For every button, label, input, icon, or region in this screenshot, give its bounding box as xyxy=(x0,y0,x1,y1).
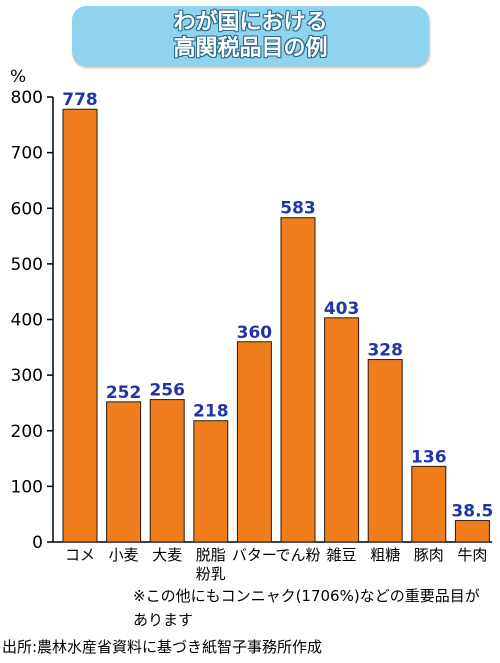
bar-6 xyxy=(280,217,316,543)
y-tick-label: 600 xyxy=(11,199,43,219)
bar-1 xyxy=(62,108,98,543)
bar-7 xyxy=(324,317,360,543)
y-tick-label: 800 xyxy=(11,88,43,108)
bar-value-label: 136 xyxy=(411,447,447,467)
x-category-label: バター xyxy=(232,546,277,564)
y-tick-label: 400 xyxy=(11,311,43,331)
bar-10 xyxy=(454,520,490,543)
bar-value-label: 403 xyxy=(324,299,360,319)
bar-value-label: 38.5 xyxy=(451,502,493,522)
label-layer: 778 252 256 218 360 583 403 328 136 38.5 コメ 小麦 大麦 脱脂粉… xyxy=(62,90,493,583)
x-category-label: 粗糖 xyxy=(370,546,400,564)
chart-title-line-1: わが国における xyxy=(173,10,328,35)
x-category-label: 脱脂 xyxy=(196,546,226,564)
chart-title-box: わが国における 高関税品目の例 xyxy=(72,6,429,66)
x-category-label: 雑豆 xyxy=(327,546,357,564)
chart-title-line-2: 高関税品目の例 xyxy=(173,36,328,61)
bar-value-label: 252 xyxy=(106,383,142,403)
bar-5 xyxy=(236,341,272,543)
x-category-label: 豚肉 xyxy=(414,546,444,564)
y-tick-label: 500 xyxy=(11,255,43,275)
y-tick-label: 200 xyxy=(11,422,43,442)
bar-9 xyxy=(411,465,447,543)
x-category-label: 粉乳 xyxy=(196,565,226,583)
source-credit: 出所:農林水産省資料に基づき紙智子事務所作成 xyxy=(2,638,323,656)
y-tick-label: 300 xyxy=(11,366,43,386)
x-category-label: 小麦 xyxy=(109,546,139,564)
y-tick-label: 0 xyxy=(32,533,43,553)
bar-value-label: 778 xyxy=(62,90,98,110)
y-tick-label: 700 xyxy=(11,144,43,164)
bar-value-label: 360 xyxy=(237,323,273,343)
x-category-label: コメ xyxy=(65,546,95,564)
bar-2 xyxy=(106,401,142,543)
bar-value-label: 583 xyxy=(280,199,316,219)
bar-4 xyxy=(193,420,229,543)
x-category-label: 大麦 xyxy=(152,546,182,564)
bar-layer xyxy=(62,108,490,543)
bar-3 xyxy=(149,399,185,543)
y-tick-label: 100 xyxy=(11,477,43,497)
bar-8 xyxy=(367,359,403,543)
x-category-label: 牛肉 xyxy=(457,546,487,564)
chart-footnote: ※この他にもコンニャク(1706%)などの重要品目があります xyxy=(133,587,480,629)
bar-value-label: 328 xyxy=(367,341,403,361)
bar-value-label: 256 xyxy=(149,381,185,401)
bar-value-label: 218 xyxy=(193,402,229,422)
x-category-label: でん粉 xyxy=(275,546,320,564)
y-axis-unit-label: % xyxy=(10,67,26,87)
